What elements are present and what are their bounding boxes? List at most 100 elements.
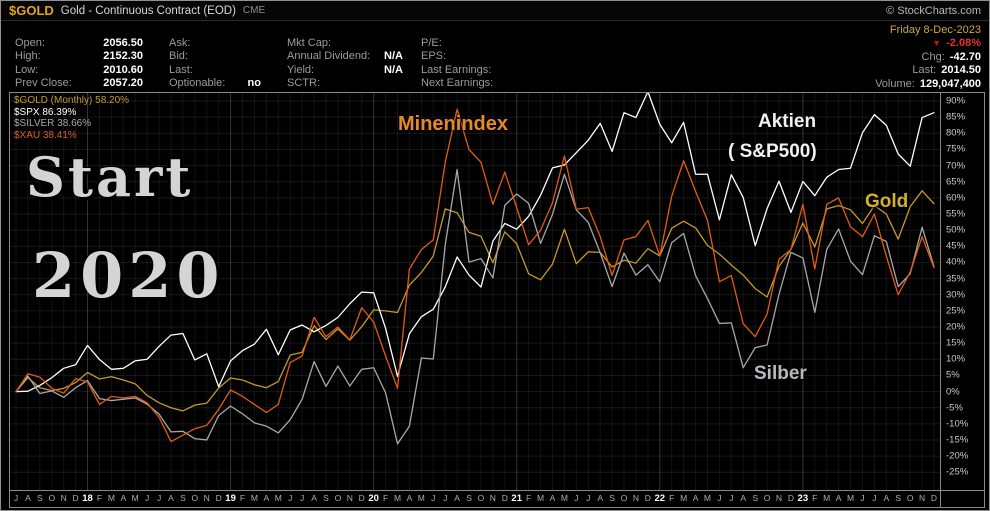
y-axis-label: 60% bbox=[946, 192, 966, 204]
x-axis-month-label: F bbox=[669, 493, 675, 503]
y-axis-label: 40% bbox=[946, 256, 966, 268]
x-axis-month-label: M bbox=[131, 493, 139, 503]
x-axis-month-label: F bbox=[239, 493, 246, 503]
volume-value: 129,047,400 bbox=[919, 77, 981, 90]
x-axis-year-label: 23 bbox=[797, 493, 809, 504]
x-axis-month-label: J bbox=[145, 493, 150, 503]
annotation-silber: Silber bbox=[754, 363, 807, 384]
x-axis-month-label: S bbox=[752, 493, 758, 503]
plot-area: $GOLD (Monthly) 58.20% $SPX 86.39% $SILV… bbox=[10, 93, 940, 490]
x-axis-month-label: S bbox=[37, 493, 43, 503]
x-axis-month-label: N bbox=[632, 493, 640, 503]
x-axis-month-label: A bbox=[549, 493, 556, 503]
y-axis-label: 75% bbox=[946, 143, 966, 155]
x-axis-year-label: 21 bbox=[511, 493, 523, 504]
x-axis-month-label: A bbox=[740, 493, 747, 503]
legend-silver: $SILVER 38.66% bbox=[14, 118, 92, 129]
x-axis-month-label: J bbox=[574, 493, 579, 503]
exchange-label: CME bbox=[242, 5, 266, 16]
x-axis-month-label: O bbox=[620, 493, 628, 503]
chg-value: -42.70 bbox=[949, 50, 981, 63]
chart-legend: $GOLD (Monthly) 58.20% $SPX 86.39% $SILV… bbox=[14, 95, 129, 141]
high-label: High: bbox=[15, 50, 41, 63]
x-axis-month-label: A bbox=[25, 493, 31, 503]
x-axis-month-label: S bbox=[180, 493, 186, 503]
y-axis-label: 90% bbox=[946, 95, 966, 107]
x-axis: J A S O N D 18 F M A M J J A S O N D 19 F M A M J J A S O N D 20 F M A M J J… bbox=[10, 490, 940, 507]
quote-col-fundamentals: Mkt Cap: Annual Dividend: N/A Yield: N/A S… bbox=[287, 36, 403, 90]
annotation-start: Start bbox=[26, 145, 194, 209]
annotation-minenindex: Minenindex bbox=[398, 113, 509, 135]
x-axis-month-label: J bbox=[729, 493, 734, 503]
instrument-title: Gold - Continuous Contract (EOD) bbox=[60, 4, 236, 17]
annotation-sp500: ( S&P500) bbox=[728, 141, 817, 162]
x-axis-month-label: F bbox=[812, 493, 818, 503]
y-axis-label: 0% bbox=[946, 386, 960, 398]
legend-gold: $GOLD (Monthly) 58.20% bbox=[14, 95, 130, 106]
last-earnings-label: Last Earnings: bbox=[421, 63, 492, 76]
x-axis-month-label: J bbox=[156, 493, 162, 503]
y-axis-label: 45% bbox=[946, 240, 966, 252]
y-axis-label: 55% bbox=[946, 208, 966, 220]
x-axis-month-label: J bbox=[13, 493, 19, 503]
x-axis-month-label: S bbox=[466, 493, 472, 503]
x-axis-month-label: N bbox=[918, 493, 926, 503]
ask-label: Ask: bbox=[169, 36, 191, 49]
x-axis-month-label: O bbox=[334, 493, 342, 503]
x-axis-month-label: D bbox=[215, 493, 222, 503]
legend-spx: $SPX 86.39% bbox=[14, 106, 77, 118]
title-bar: $GOLD Gold - Continuous Contract (EOD) C… bbox=[1, 1, 989, 21]
x-axis-month-label: D bbox=[72, 493, 79, 503]
quote-right-block: Friday 8-Dec-2023 ▼ -2.08% Chg: -42.70 La… bbox=[875, 23, 981, 91]
last-price-label: Last: bbox=[912, 64, 937, 77]
eps-label: EPS: bbox=[421, 50, 447, 63]
yield-label: Yield: bbox=[287, 63, 315, 76]
y-axis-label: 15% bbox=[946, 337, 966, 349]
x-axis-year-label: 20 bbox=[368, 493, 379, 504]
x-axis-month-label: O bbox=[477, 493, 485, 503]
low-label: Low: bbox=[15, 63, 39, 76]
pe-label: P/E: bbox=[421, 36, 442, 49]
y-axis-label: -5% bbox=[946, 402, 963, 414]
y-axis-label: -20% bbox=[946, 450, 969, 462]
prev-close-label: Prev Close: bbox=[15, 77, 72, 90]
x-axis-month-label: J bbox=[872, 493, 877, 503]
x-axis-month-label: N bbox=[60, 493, 67, 503]
volume-label: Volume: bbox=[875, 77, 915, 90]
x-axis-year-label: 19 bbox=[225, 493, 236, 504]
x-axis-month-label: D bbox=[930, 493, 938, 503]
y-axis-label: -10% bbox=[946, 418, 969, 430]
y-axis-label: 35% bbox=[946, 273, 966, 285]
axis-corner bbox=[940, 490, 984, 507]
chart-area: $GOLD (Monthly) 58.20% $SPX 86.39% $SILV… bbox=[9, 92, 985, 508]
x-axis-month-label: M bbox=[680, 493, 688, 503]
x-axis-month-label: D bbox=[358, 493, 365, 503]
low-value: 2010.60 bbox=[103, 63, 143, 76]
dividend-value: N/A bbox=[384, 50, 403, 63]
x-axis-month-label: D bbox=[787, 493, 794, 503]
x-axis-year-label: 22 bbox=[654, 493, 666, 504]
x-axis-month-label: M bbox=[417, 493, 425, 503]
x-axis-month-label: J bbox=[288, 493, 293, 503]
x-axis-month-label: F bbox=[526, 493, 532, 503]
prev-close-value: 2057.20 bbox=[103, 77, 143, 90]
x-axis-month-label: A bbox=[454, 493, 460, 503]
x-axis-month-label: J bbox=[431, 493, 436, 503]
y-axis-label: 10% bbox=[946, 353, 966, 365]
bid-label: Bid: bbox=[169, 50, 188, 63]
quote-col-prices: Open: 2056.50 High: 2152.30 Low: 2010.60 Pr… bbox=[15, 36, 143, 90]
x-axis-month-label: M bbox=[107, 493, 115, 503]
yield-value: N/A bbox=[384, 63, 403, 76]
open-label: Open: bbox=[15, 36, 45, 49]
x-axis-month-label: J bbox=[300, 493, 305, 503]
x-axis-month-label: A bbox=[883, 493, 890, 503]
last-label: Last: bbox=[169, 63, 193, 76]
x-axis-month-label: M bbox=[393, 493, 402, 503]
x-axis-month-label: F bbox=[96, 493, 103, 503]
x-axis-month-label: D bbox=[501, 493, 508, 503]
mktcap-label: Mkt Cap: bbox=[287, 36, 332, 49]
x-axis-month-label: J bbox=[443, 493, 448, 503]
last-price-value: 2014.50 bbox=[941, 64, 981, 77]
y-axis-label: 80% bbox=[946, 127, 966, 139]
